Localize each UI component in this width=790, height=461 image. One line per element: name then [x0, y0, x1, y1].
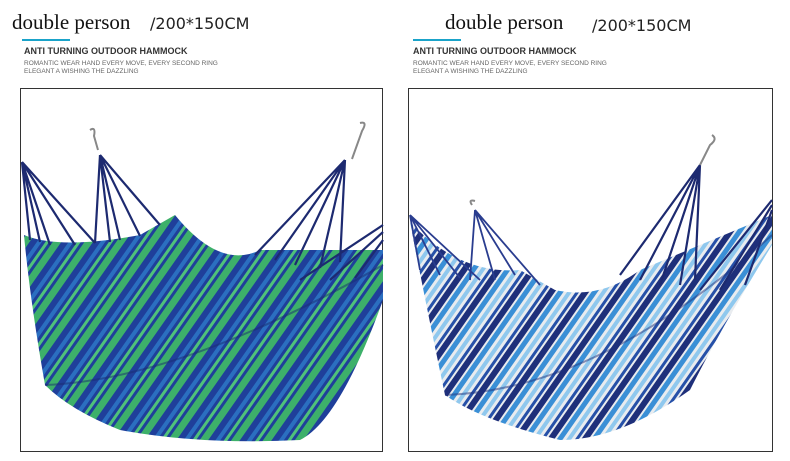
heading: ANTI TURNING OUTDOOR HAMMOCK — [413, 46, 577, 56]
underline — [413, 39, 461, 41]
description: ELEGANT A WISHING THE DAZZLING — [413, 68, 528, 75]
description: ROMANTIC WEAR HAND EVERY MOVE, EVERY SEC… — [24, 60, 218, 67]
hammock-green — [20, 121, 384, 442]
title: double person — [445, 10, 564, 34]
size: /200*150CM — [150, 14, 249, 33]
title: double person — [12, 10, 131, 34]
underline — [22, 39, 70, 41]
size: /200*150CM — [592, 16, 691, 35]
description: ROMANTIC WEAR HAND EVERY MOVE, EVERY SEC… — [413, 60, 607, 67]
heading: ANTI TURNING OUTDOOR HAMMOCK — [24, 46, 188, 56]
hammock-blue — [409, 134, 774, 440]
description: ELEGANT A WISHING THE DAZZLING — [24, 68, 139, 75]
